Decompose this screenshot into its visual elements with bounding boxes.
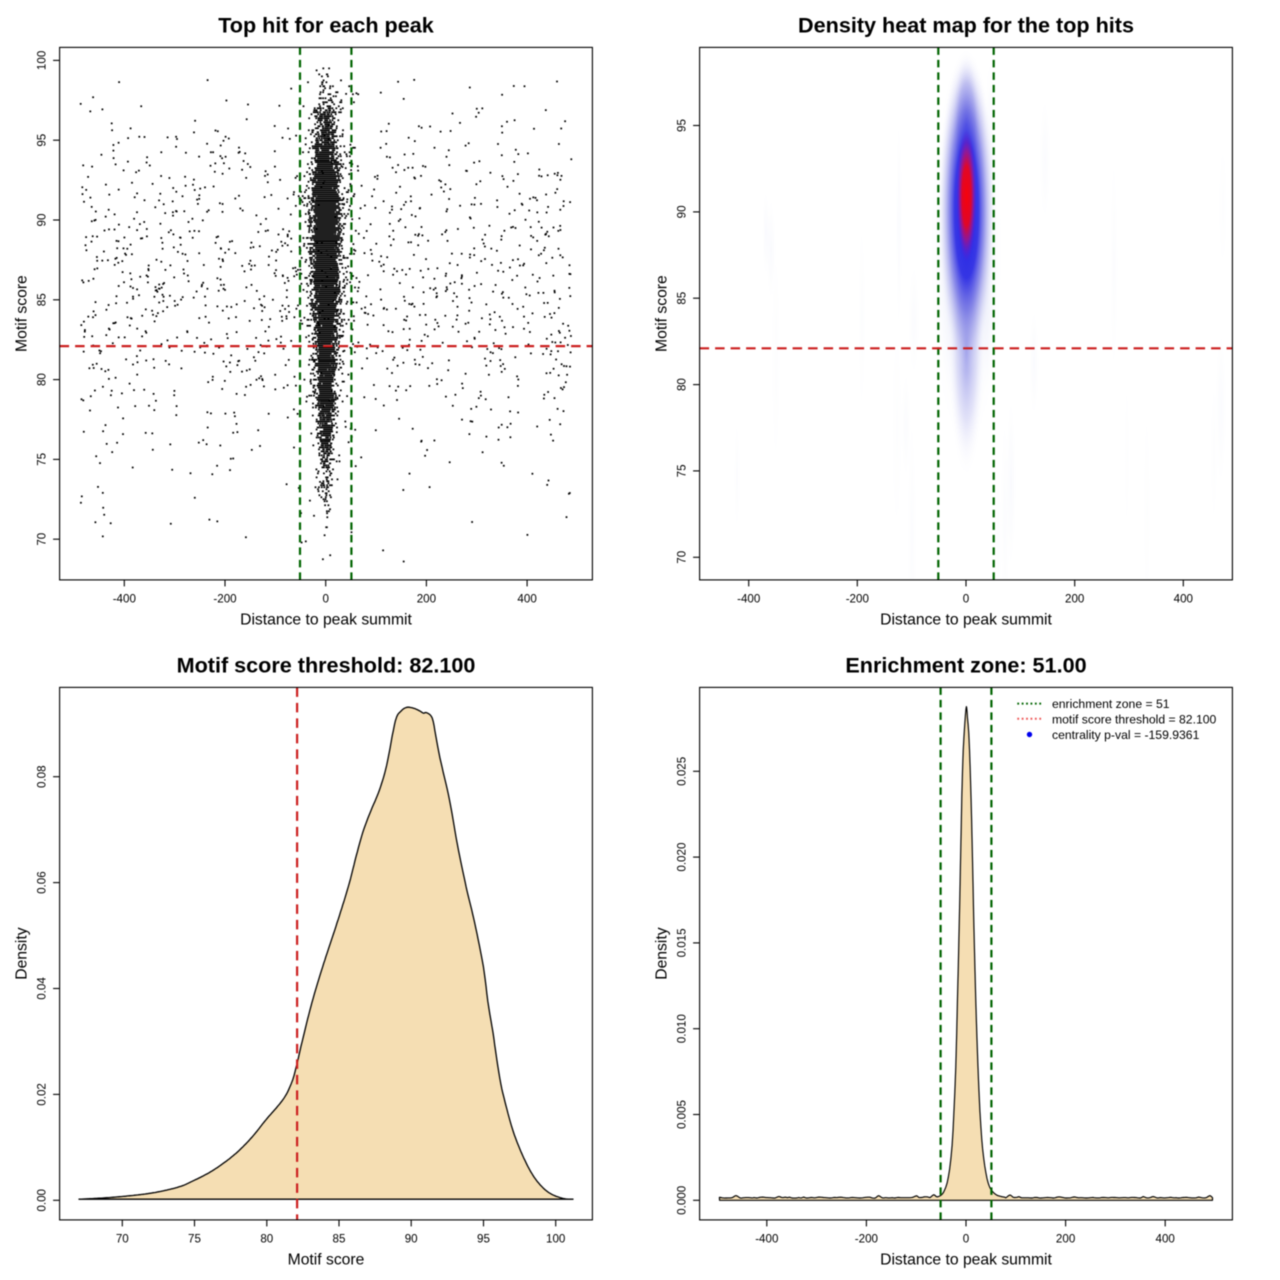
svg-text:400: 400 [1156,1232,1175,1245]
svg-text:75: 75 [675,464,688,477]
svg-text:motif score threshold = 82.100: motif score threshold = 82.100 [1052,712,1217,726]
svg-text:80: 80 [260,1232,273,1245]
svg-text:Density: Density [653,927,670,979]
svg-text:400: 400 [1174,592,1193,605]
svg-text:85: 85 [675,292,688,305]
svg-text:0.015: 0.015 [675,928,688,957]
svg-text:Density heat map for the top h: Density heat map for the top hits [798,12,1134,37]
svg-text:centrality p-val = -159.9361: centrality p-val = -159.9361 [1052,728,1200,742]
svg-text:-400: -400 [113,592,136,605]
svg-text:100: 100 [546,1232,565,1245]
svg-text:0.08: 0.08 [35,765,48,788]
svg-text:100: 100 [35,51,48,70]
svg-text:0.02: 0.02 [35,1083,48,1106]
svg-text:85: 85 [35,293,48,306]
svg-text:0.04: 0.04 [35,977,48,1000]
svg-text:Motif score: Motif score [288,1252,365,1269]
svg-text:-200: -200 [213,592,236,605]
svg-text:-200: -200 [855,1232,878,1245]
svg-text:0: 0 [322,592,328,605]
svg-text:0.000: 0.000 [675,1186,688,1215]
svg-text:Distance to peak summit: Distance to peak summit [880,1252,1052,1269]
svg-text:0.06: 0.06 [35,871,48,894]
svg-text:95: 95 [35,134,48,147]
svg-text:0.00: 0.00 [35,1189,48,1212]
svg-text:85: 85 [333,1232,346,1245]
svg-text:Enrichment zone: 51.00: Enrichment zone: 51.00 [845,652,1086,677]
svg-text:Top hit for each peak: Top hit for each peak [218,12,435,37]
svg-text:-400: -400 [737,592,760,605]
svg-text:0.005: 0.005 [675,1100,688,1129]
svg-text:Motif score: Motif score [13,275,30,352]
svg-text:0: 0 [963,1232,969,1245]
svg-text:-200: -200 [846,592,869,605]
svg-text:90: 90 [35,214,48,227]
svg-text:95: 95 [477,1232,490,1245]
svg-text:enrichment zone = 51: enrichment zone = 51 [1052,697,1170,711]
svg-text:0.025: 0.025 [675,757,688,786]
svg-text:Distance to peak summit: Distance to peak summit [240,612,412,629]
svg-text:0: 0 [963,592,969,605]
svg-text:70: 70 [35,533,48,546]
svg-text:75: 75 [35,453,48,466]
svg-text:Motif score: Motif score [653,275,670,352]
svg-text:200: 200 [417,592,436,605]
svg-text:80: 80 [675,378,688,391]
svg-text:Motif score threshold: 82.100: Motif score threshold: 82.100 [177,652,476,677]
svg-text:400: 400 [517,592,536,605]
svg-text:200: 200 [1056,1232,1075,1245]
svg-text:75: 75 [188,1232,201,1245]
svg-text:90: 90 [405,1232,418,1245]
svg-text:70: 70 [116,1232,129,1245]
svg-text:90: 90 [675,205,688,218]
svg-text:-400: -400 [755,1232,778,1245]
svg-text:200: 200 [1065,592,1084,605]
svg-text:0.010: 0.010 [675,1014,688,1043]
svg-text:80: 80 [35,373,48,386]
svg-text:70: 70 [675,551,688,564]
svg-text:95: 95 [675,119,688,132]
svg-text:Distance to peak summit: Distance to peak summit [880,612,1052,629]
svg-text:Density: Density [13,927,30,979]
svg-text:0.020: 0.020 [675,843,688,872]
